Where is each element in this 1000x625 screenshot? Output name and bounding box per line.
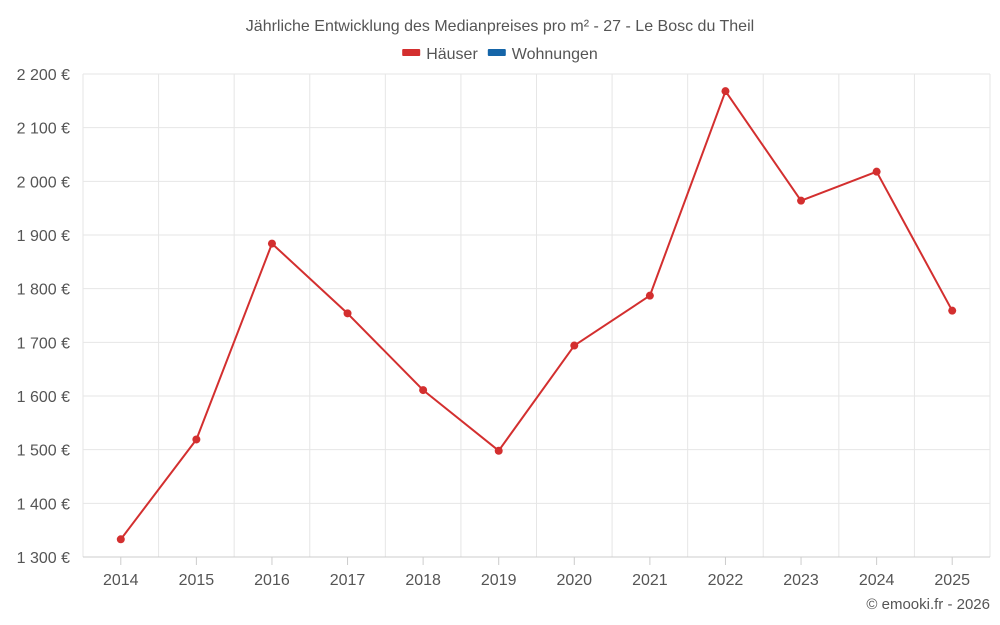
y-tick-label: 1 400 € [17, 496, 70, 513]
x-tick-label: 2015 [179, 572, 215, 589]
y-tick-label: 1 800 € [17, 282, 70, 299]
x-tick-label: 2021 [632, 572, 668, 589]
data-point[interactable] [268, 240, 276, 248]
y-tick-label: 1 300 € [17, 550, 70, 567]
legend-swatch [488, 49, 506, 56]
grid [83, 74, 990, 557]
x-tick-label: 2024 [859, 572, 895, 589]
legend-label: Wohnungen [512, 46, 598, 63]
y-tick-label: 2 200 € [17, 67, 70, 84]
y-tick-label: 1 700 € [17, 335, 70, 352]
data-point[interactable] [797, 197, 805, 205]
y-tick-label: 1 600 € [17, 389, 70, 406]
data-point[interactable] [495, 447, 503, 455]
legend-item-1[interactable]: Wohnungen [488, 46, 598, 63]
chart-title: Jährliche Entwicklung des Medianpreises … [246, 18, 754, 35]
legend: Häuser Wohnungen [402, 46, 598, 63]
data-point[interactable] [117, 535, 125, 543]
data-point[interactable] [646, 292, 654, 300]
data-point[interactable] [570, 342, 578, 350]
line-chart: Jährliche Entwicklung des Medianpreises … [0, 0, 1000, 625]
data-point[interactable] [721, 87, 729, 95]
y-tick-label: 1 900 € [17, 228, 70, 245]
data-point[interactable] [192, 435, 200, 443]
x-tick-label: 2020 [556, 572, 592, 589]
credit-text: © emooki.fr - 2026 [866, 596, 990, 613]
y-tick-label: 1 500 € [17, 443, 70, 460]
data-point[interactable] [873, 168, 881, 176]
x-tick-label: 2019 [481, 572, 517, 589]
x-tick-label: 2017 [330, 572, 366, 589]
data-point[interactable] [419, 386, 427, 394]
x-tick-label: 2023 [783, 572, 819, 589]
x-tick-label: 2025 [934, 572, 970, 589]
data-point[interactable] [948, 307, 956, 315]
legend-label: Häuser [426, 46, 478, 63]
x-tick-label: 2022 [708, 572, 744, 589]
legend-item-0[interactable]: Häuser [402, 46, 478, 63]
x-tick-label: 2016 [254, 572, 290, 589]
y-tick-label: 2 100 € [17, 121, 70, 138]
x-tick-label: 2014 [103, 572, 139, 589]
y-axis: 1 300 € 1 400 € 1 500 € 1 600 € 1 700 € 1 800… [17, 67, 70, 567]
y-tick-label: 2 000 € [17, 174, 70, 191]
data-point[interactable] [344, 309, 352, 317]
x-tick-label: 2018 [405, 572, 441, 589]
legend-swatch [402, 49, 420, 56]
x-axis: 2014 2015 2016 2017 2018 2019 2020 2021 2022 2023… [83, 557, 990, 589]
